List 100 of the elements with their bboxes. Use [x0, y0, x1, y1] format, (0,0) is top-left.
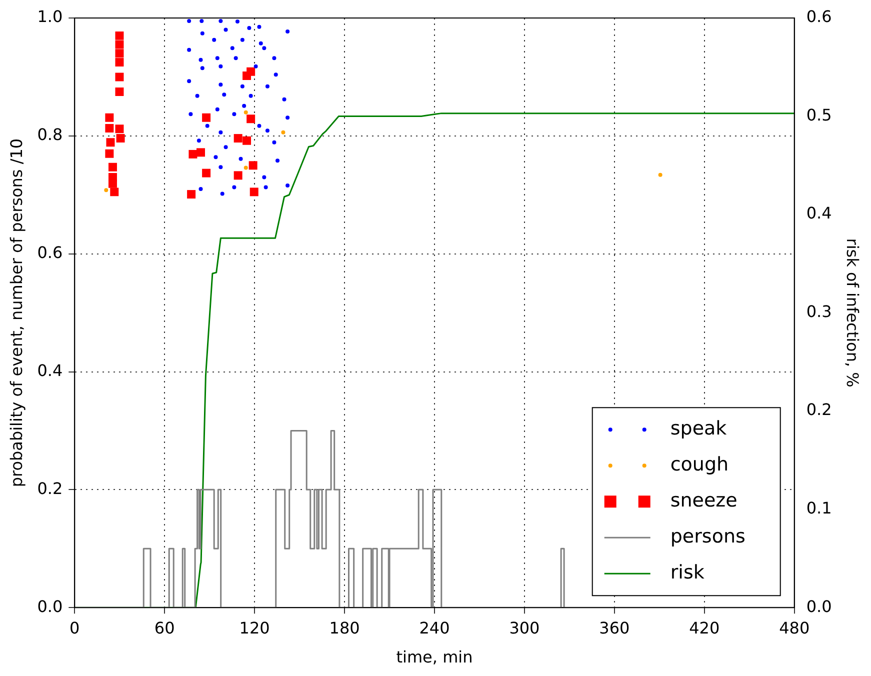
point: [244, 166, 248, 170]
point: [248, 94, 253, 98]
point: [234, 56, 238, 60]
point: [264, 185, 268, 190]
point: [218, 64, 223, 68]
point: [105, 113, 114, 122]
y-tick-label: 0.6: [37, 242, 63, 262]
point: [116, 134, 125, 143]
x-tick-label: 240: [419, 618, 450, 638]
point: [187, 190, 196, 199]
y2-axis-title: risk of infection, %: [843, 238, 862, 388]
x-tick-label: 180: [329, 618, 360, 638]
point: [215, 107, 220, 112]
y-tick-label: 0.4: [37, 360, 63, 380]
point: [281, 130, 286, 134]
point: [242, 136, 252, 145]
point: [202, 168, 211, 178]
point: [246, 114, 256, 124]
point: [105, 124, 114, 132]
y2-tick-label: 0.4: [806, 204, 832, 223]
point: [286, 116, 290, 120]
point: [212, 38, 216, 42]
point: [196, 138, 201, 143]
y2-tick-label: 0.0: [806, 596, 832, 616]
point: [105, 149, 114, 158]
y2-tick-label: 0.6: [806, 7, 832, 26]
point: [218, 82, 223, 87]
legend-label: sneeze: [670, 490, 738, 512]
point: [224, 28, 228, 32]
point: [230, 46, 234, 50]
point: [238, 156, 243, 161]
point: [274, 72, 278, 77]
point: [106, 138, 115, 147]
y2-tick-label: 0.1: [806, 498, 832, 518]
point: [218, 130, 223, 134]
y2-tick-label: 0.2: [806, 400, 832, 420]
point: [262, 46, 266, 50]
point: [254, 64, 258, 68]
x-tick-label: 0: [70, 618, 80, 638]
point: [195, 94, 200, 98]
legend-label: risk: [670, 562, 704, 584]
point: [265, 128, 270, 133]
x-tick-label: 60: [154, 618, 175, 638]
y-tick-label: 0.2: [37, 478, 63, 498]
point: [188, 112, 193, 116]
point: [258, 41, 263, 46]
point: [658, 172, 662, 177]
legend-label: speak: [670, 418, 727, 440]
point: [247, 26, 252, 30]
point: [257, 124, 262, 128]
point: [242, 104, 246, 108]
point: [214, 155, 218, 160]
point: [198, 186, 203, 191]
point: [248, 161, 258, 170]
point: [218, 18, 223, 23]
point: [187, 18, 192, 23]
point: [110, 188, 119, 196]
point: [198, 58, 203, 62]
point: [272, 56, 276, 60]
point: [250, 188, 258, 196]
point: [218, 165, 223, 170]
point: [272, 140, 276, 144]
point: [222, 92, 226, 97]
point: [257, 24, 262, 29]
legend-label: persons: [670, 526, 746, 548]
point: [232, 112, 236, 116]
point: [224, 145, 228, 150]
point: [108, 162, 117, 172]
point: [215, 56, 220, 60]
x-tick-label: 300: [509, 618, 540, 638]
point: [234, 134, 242, 143]
point: [276, 158, 280, 163]
point: [286, 183, 290, 188]
point: [282, 97, 286, 102]
y-tick-label: 1.0: [37, 7, 63, 26]
point: [265, 84, 270, 88]
point: [262, 175, 266, 180]
point: [187, 79, 192, 84]
x-tick-label: 480: [779, 618, 810, 638]
y-tick-label: 0.8: [37, 125, 63, 144]
point: [246, 67, 256, 76]
point: [108, 179, 117, 188]
point: [244, 110, 248, 114]
y2-tick-label: 0.5: [806, 105, 832, 124]
point: [232, 185, 236, 190]
point: [240, 38, 244, 42]
y2-tick-label: 0.3: [806, 302, 832, 321]
point: [200, 18, 204, 23]
point: [235, 20, 240, 24]
point: [115, 124, 124, 134]
point: [200, 31, 204, 36]
point: [115, 87, 124, 96]
legend-label: cough: [670, 454, 729, 476]
point: [104, 188, 108, 192]
point: [234, 171, 242, 180]
x-axis-title: time, min: [396, 648, 473, 667]
point: [202, 113, 211, 122]
point: [115, 31, 124, 40]
y-axis-title: probability of event, number of persons /10: [6, 138, 26, 488]
x-tick-label: 360: [599, 618, 630, 638]
